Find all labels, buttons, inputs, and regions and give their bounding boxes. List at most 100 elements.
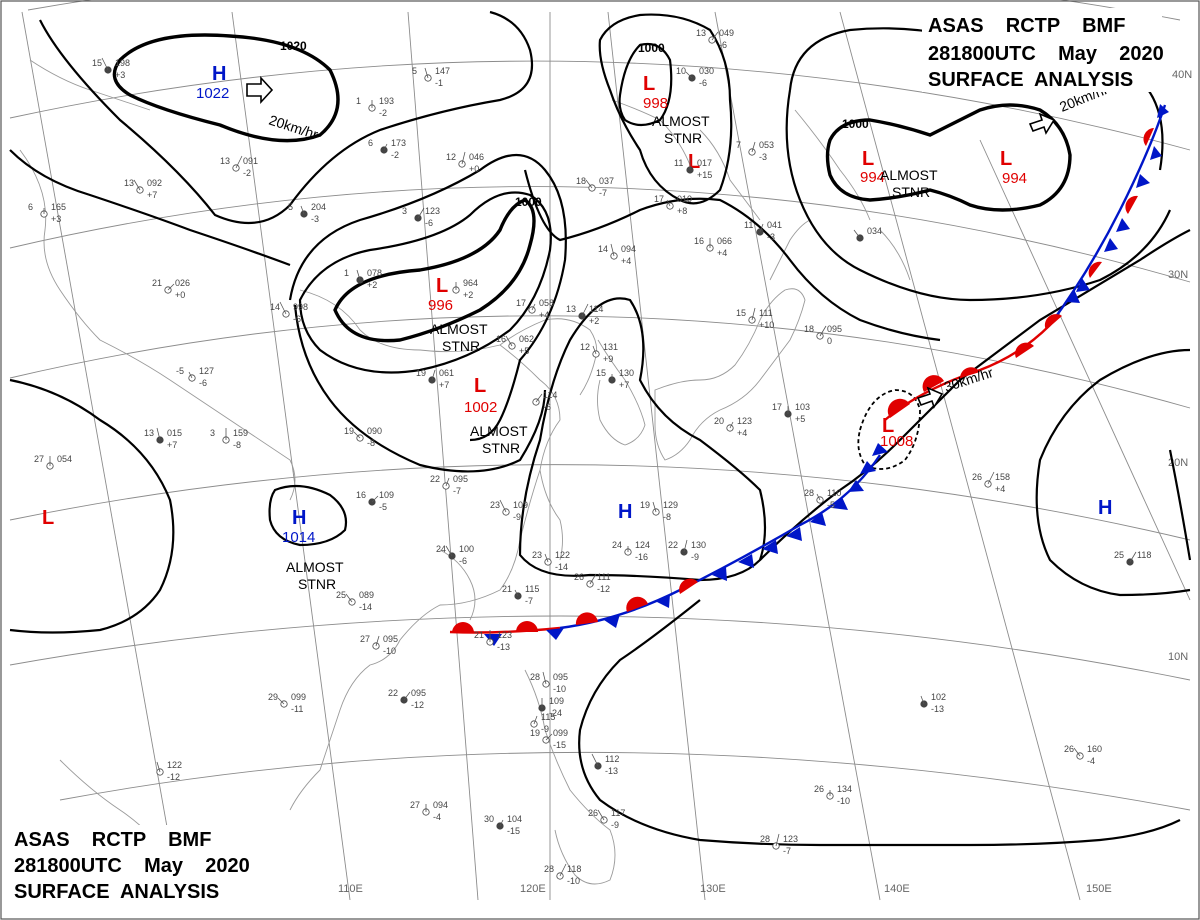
station-pressure-change: -7 xyxy=(453,486,461,496)
station-plot: 23 109 -9 xyxy=(490,499,528,522)
station-pressure: 122 xyxy=(555,550,570,560)
wind-barb-icon xyxy=(759,223,764,233)
motion-arrow-icon-h1022 xyxy=(246,75,274,105)
station-pressure: 110 xyxy=(827,488,841,498)
station-plot: 13 091 -2 xyxy=(220,155,258,178)
station-pressure: 015 xyxy=(167,428,182,438)
station-pressure-change: -9 xyxy=(541,724,549,734)
system-l-1002: L xyxy=(474,375,486,397)
station-pressure-change: -9 xyxy=(691,552,699,562)
station-pressure: 159 xyxy=(233,428,248,438)
wind-barb-icon xyxy=(383,143,388,151)
station-plot: 15 111 +10 xyxy=(736,307,774,330)
station-temperature: 22 xyxy=(430,474,440,484)
station-pressure: 131 xyxy=(603,342,618,352)
station-pressure-change: +7 xyxy=(147,190,157,200)
station-temperature: 5 xyxy=(412,66,417,76)
station-plot: -5 127 -6 xyxy=(176,366,214,388)
station-plot: 22 095 -7 xyxy=(430,474,468,496)
station-plot: 112-13 xyxy=(591,753,619,776)
wind-barb-icon xyxy=(666,199,671,207)
station-temperature: 20 xyxy=(714,416,724,426)
station-pressure: 117 xyxy=(611,808,625,818)
system-h-1022: H xyxy=(212,63,226,85)
station-plot: 5 204 -3 xyxy=(288,202,326,224)
station-pressure: 034 xyxy=(867,226,882,236)
station-plot: 115-9 xyxy=(530,712,555,734)
wind-barb-icon xyxy=(533,715,538,725)
station-pressure-change: +3 xyxy=(51,214,61,224)
station-pressure: 130 xyxy=(619,368,634,378)
station-pressure-change: -6 xyxy=(199,378,207,388)
station-pressure: 127 xyxy=(199,366,214,376)
station-temperature: 3 xyxy=(402,206,407,216)
station-temperature: 16 xyxy=(356,490,366,500)
station-pressure-change: -3 xyxy=(759,152,767,162)
almost-stnr-label-l994: ALMOST STNR xyxy=(880,167,938,200)
station-temperature: 19 xyxy=(530,728,540,738)
lat-label-40n: 40N xyxy=(1172,69,1192,81)
isobar-label-1000-c: 1000 xyxy=(842,117,869,131)
station-pressure: 094 xyxy=(433,800,448,810)
wind-barb-icon xyxy=(101,57,109,71)
wind-barb-icon xyxy=(1073,747,1081,757)
station-plot: 19 061 +7 xyxy=(416,368,454,390)
wind-barb-icon xyxy=(133,179,141,191)
station-plot: 20 123 +4 xyxy=(714,416,752,438)
wind-barb-icon xyxy=(445,545,453,557)
station-pressure-change: +4 xyxy=(621,256,631,266)
system-h-central: H xyxy=(618,501,632,523)
station-temperature: 16 xyxy=(496,334,506,344)
station-temperature: 1 xyxy=(344,268,349,278)
station-pressure: 017 xyxy=(697,158,712,168)
station-temperature: 28 xyxy=(544,864,554,874)
station-plot: 3 123 -6 xyxy=(402,206,440,228)
station-pressure-change: +0 xyxy=(469,164,479,174)
lat-label-10n: 10N xyxy=(1168,651,1188,663)
station-temperature: 3 xyxy=(210,428,215,438)
wind-barb-icon xyxy=(685,71,693,79)
wind-barb-icon xyxy=(345,593,353,603)
isobar-label-1000-b: 1000 xyxy=(515,195,542,209)
system-l-998-pressure: 998 xyxy=(643,95,668,112)
station-plot: 29 099 -11 xyxy=(268,692,306,714)
station-temperature: 11 xyxy=(674,158,683,168)
station-pressure-change: -2 xyxy=(243,168,251,178)
wind-barb-icon xyxy=(535,393,543,403)
station-pressure: 193 xyxy=(379,96,394,106)
station-temperature: 13 xyxy=(144,428,154,438)
system-l-west: L xyxy=(42,507,54,529)
wind-barb-icon xyxy=(592,345,597,355)
wind-barb-icon xyxy=(277,697,285,705)
station-pressure: 112 xyxy=(605,754,619,764)
station-pressure-change: -13 xyxy=(931,704,944,714)
wind-barb-icon xyxy=(751,141,756,153)
station-pressure: 061 xyxy=(439,368,454,378)
station-pressure: 109 xyxy=(513,500,528,510)
station-temperature: 19 xyxy=(344,426,354,436)
station-plot: 102-13 xyxy=(920,692,946,714)
station-pressure-change: +3 xyxy=(115,70,125,80)
station-pressure: 134 xyxy=(837,784,852,794)
station-pressure: 095 xyxy=(553,672,568,682)
station-plot: 25 118 xyxy=(1114,550,1151,566)
station-pressure-change: +8 xyxy=(677,206,687,216)
lon-label-150e: 150E xyxy=(1086,883,1112,895)
wind-barb-icon xyxy=(167,283,175,291)
station-plot: 18 095 0 xyxy=(804,324,842,346)
station-pressure: 091 xyxy=(243,156,258,166)
wind-barb-icon xyxy=(417,207,425,219)
station-pressure: 111 xyxy=(759,308,773,318)
cold-front-triangles xyxy=(484,104,1169,646)
station-plot: 21 123 -13 xyxy=(474,630,512,652)
station-plot: 6 165 +3 xyxy=(28,202,66,224)
station-plot: 16 066 +4 xyxy=(694,236,732,258)
wind-barb-icon xyxy=(156,427,161,441)
station-pressure: 118 xyxy=(567,864,581,874)
station-plot: 11 041 -3 xyxy=(744,220,782,242)
station-pressure: 130 xyxy=(691,540,706,550)
station-temperature: 17 xyxy=(772,402,782,412)
station-pressure: 041 xyxy=(767,220,782,230)
station-temperature: 15 xyxy=(596,368,606,378)
station-pressure-change: -12 xyxy=(597,584,610,594)
